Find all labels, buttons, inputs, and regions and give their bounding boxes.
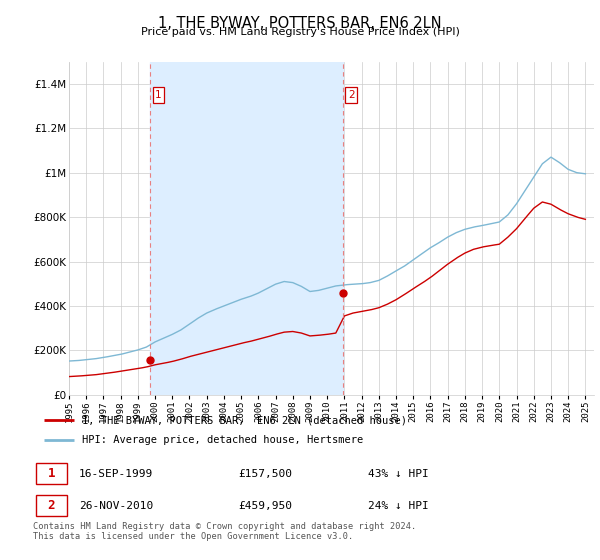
Text: 43% ↓ HPI: 43% ↓ HPI bbox=[368, 469, 428, 479]
Text: 26-NOV-2010: 26-NOV-2010 bbox=[79, 501, 153, 511]
Text: 1: 1 bbox=[47, 467, 55, 480]
Text: HPI: Average price, detached house, Hertsmere: HPI: Average price, detached house, Hert… bbox=[82, 435, 363, 445]
Bar bbox=[150, 62, 343, 395]
FancyBboxPatch shape bbox=[36, 496, 67, 516]
Text: £459,950: £459,950 bbox=[238, 501, 292, 511]
Text: 16-SEP-1999: 16-SEP-1999 bbox=[79, 469, 153, 479]
Text: 2: 2 bbox=[348, 90, 355, 100]
Text: 1, THE BYWAY, POTTERS BAR, EN6 2LN: 1, THE BYWAY, POTTERS BAR, EN6 2LN bbox=[158, 16, 442, 31]
Text: Contains HM Land Registry data © Crown copyright and database right 2024.
This d: Contains HM Land Registry data © Crown c… bbox=[33, 522, 416, 542]
FancyBboxPatch shape bbox=[36, 463, 67, 484]
Text: 2: 2 bbox=[47, 500, 55, 512]
Text: 1: 1 bbox=[155, 90, 162, 100]
Text: £157,500: £157,500 bbox=[238, 469, 292, 479]
Text: 24% ↓ HPI: 24% ↓ HPI bbox=[368, 501, 428, 511]
Text: Price paid vs. HM Land Registry's House Price Index (HPI): Price paid vs. HM Land Registry's House … bbox=[140, 27, 460, 38]
Text: 1, THE BYWAY, POTTERS BAR,  EN6 2LN (detached house): 1, THE BYWAY, POTTERS BAR, EN6 2LN (deta… bbox=[82, 415, 407, 425]
